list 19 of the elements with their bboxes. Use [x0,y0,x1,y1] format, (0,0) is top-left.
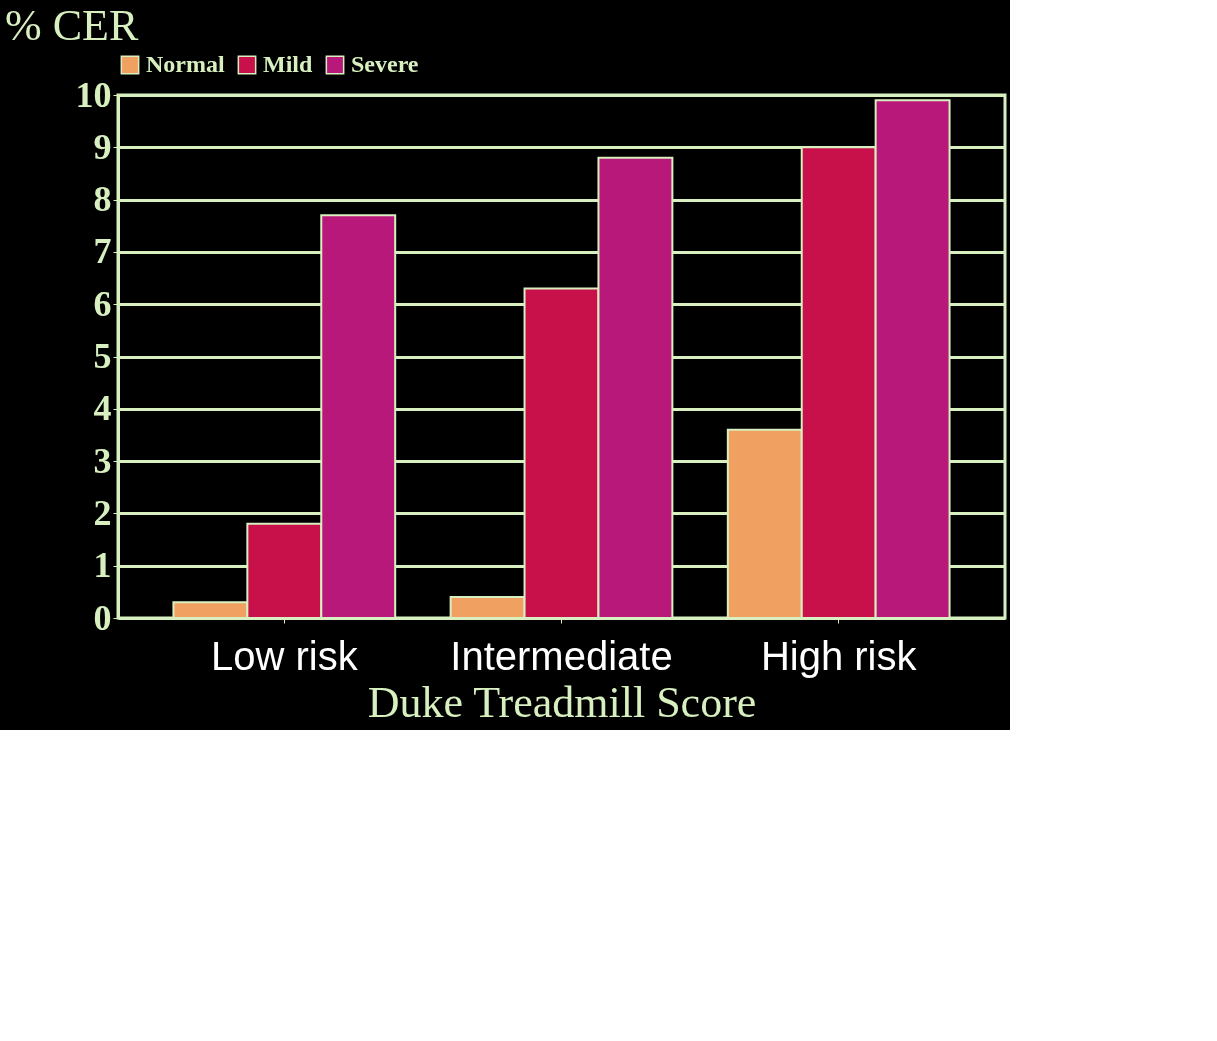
y-tick-label: 9 [93,126,112,167]
y-tick-label: 4 [93,388,112,429]
y-tick-label: 10 [75,74,112,115]
y-tick-label: 6 [93,283,112,324]
y-tick-label: 1 [93,545,112,586]
y-tick-label: 3 [93,440,112,481]
legend-label: Severe [351,51,419,77]
y-tick-label: 7 [93,231,112,272]
x-tick-label: Intermediate [450,633,673,678]
x-tick-label: Low risk [210,633,359,678]
y-axis-title: % CER [5,1,139,50]
x-axis-title: Duke Treadmill Score [367,677,757,727]
legend-label: Mild [263,51,313,77]
x-tick-label: High risk [760,633,918,678]
y-tick-label: 2 [93,492,112,533]
y-tick-label: 0 [93,597,112,638]
y-tick-label: 5 [93,336,112,376]
legend-label: Normal [146,51,225,77]
y-tick-label: 8 [93,179,112,220]
